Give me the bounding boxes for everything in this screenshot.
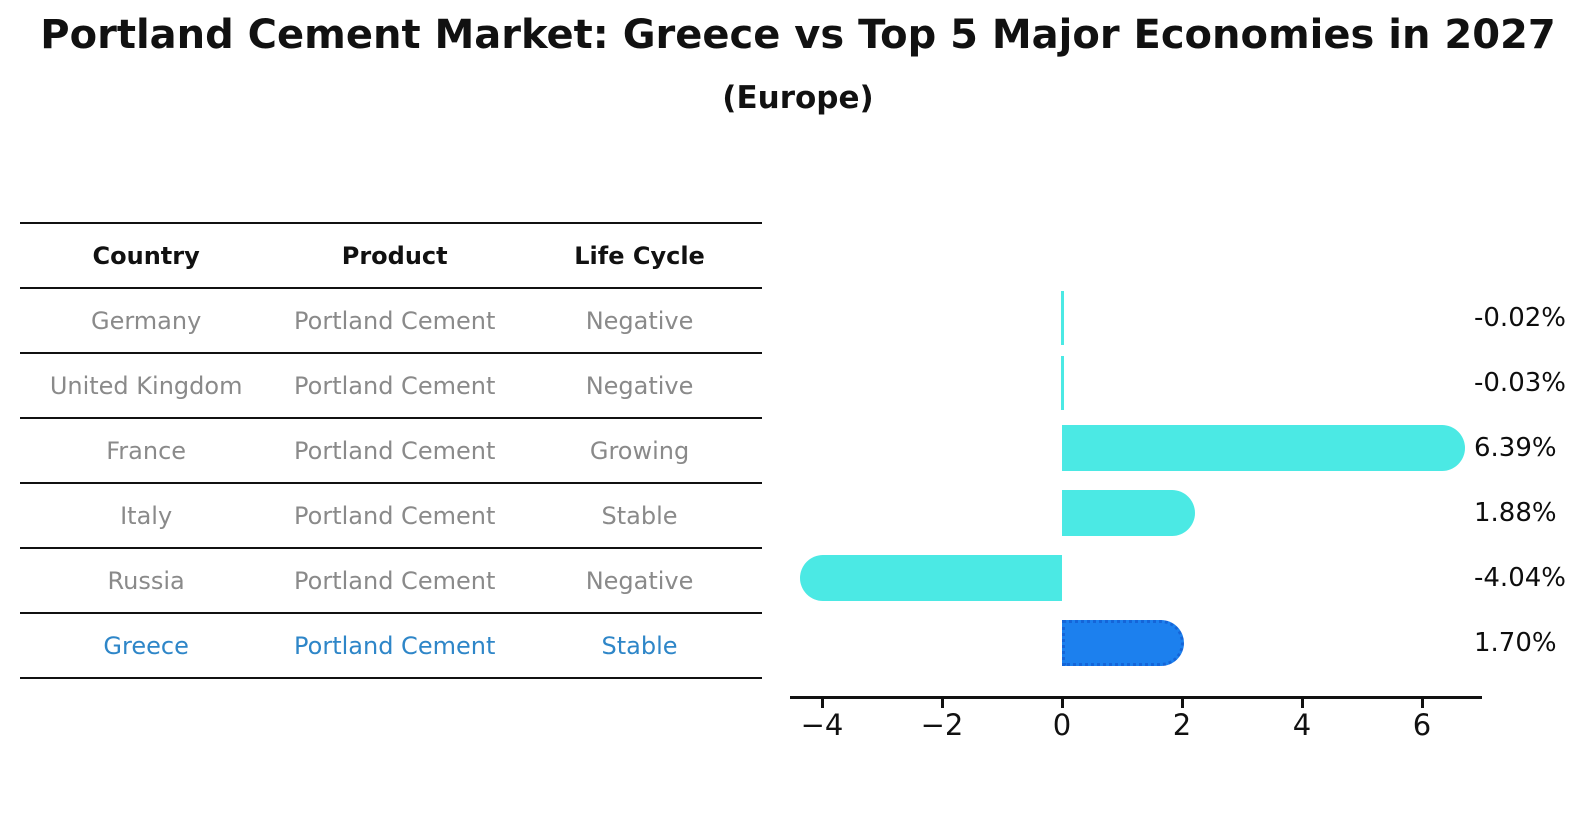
table-body: Germany Portland Cement Negative United Kin…	[20, 289, 762, 679]
table-cell-life_cycle: Negative	[585, 371, 694, 400]
table-header-row: Country Product Life Cycle	[20, 224, 762, 289]
table-cell-life_cycle: Stable	[601, 501, 678, 530]
table-row: Germany Portland Cement Negative	[20, 289, 762, 354]
bar-value-label: -0.03%	[1474, 368, 1566, 398]
x-axis-tick-label: 6	[1412, 708, 1432, 742]
table-cell-country: Greece	[103, 631, 189, 660]
table-cell-country: France	[106, 436, 187, 465]
page-subtitle: (Europe)	[722, 80, 874, 116]
x-axis-tick-label: 4	[1292, 708, 1312, 742]
table-cell-country: Russia	[107, 566, 185, 595]
bar-russia	[799, 555, 1062, 601]
bar-value-label: 6.39%	[1474, 433, 1557, 463]
x-axis-tick	[1061, 699, 1064, 708]
bar-france	[1062, 425, 1466, 471]
table-cell-life_cycle: Negative	[585, 306, 694, 335]
table-cell-life_cycle: Growing	[589, 436, 690, 465]
table-row: Russia Portland Cement Negative	[20, 549, 762, 614]
bar-value-label: -4.04%	[1474, 563, 1566, 593]
table-row: France Portland Cement Growing	[20, 419, 762, 484]
bar-united-kingdom	[1061, 356, 1064, 410]
bar-value-label: -0.02%	[1474, 303, 1566, 333]
x-axis-tick	[1421, 699, 1424, 708]
table-header-lifecycle: Life Cycle	[574, 241, 705, 270]
bar-germany	[1061, 291, 1064, 345]
table-cell-country: United Kingdom	[49, 371, 243, 400]
table-cell-product: Portland Cement	[294, 371, 496, 400]
table-row: Greece Portland Cement Stable	[20, 614, 762, 679]
x-axis-tick	[1301, 699, 1304, 708]
table-cell-product: Portland Cement	[294, 306, 496, 335]
bar-chart: -0.02% -0.03% 6.39% 1.88% -4.04% 1.70% −4 −2 0 2 4…	[790, 285, 1590, 785]
bar-value-label: 1.70%	[1474, 628, 1557, 658]
bar-italy	[1062, 490, 1195, 536]
x-axis-tick	[821, 699, 824, 708]
table-cell-country: Germany	[90, 306, 202, 335]
table-header-product: Product	[341, 241, 448, 270]
table-cell-product: Portland Cement	[294, 501, 496, 530]
bar-value-label: 1.88%	[1474, 498, 1557, 528]
x-axis-tick-label: −4	[800, 708, 844, 742]
table-row: Italy Portland Cement Stable	[20, 484, 762, 549]
table-cell-product: Portland Cement	[294, 436, 496, 465]
table-cell-life_cycle: Stable	[601, 631, 678, 660]
x-axis-tick	[1181, 699, 1184, 708]
table-cell-country: Italy	[120, 501, 173, 530]
x-axis-tick-label: 2	[1172, 708, 1192, 742]
table-header-country: Country	[92, 241, 200, 270]
bar-greece	[1062, 620, 1184, 666]
page-title: Portland Cement Market: Greece vs Top 5 …	[40, 12, 1556, 58]
table-row: United Kingdom Portland Cement Negative	[20, 354, 762, 419]
x-axis-tick	[941, 699, 944, 708]
table-cell-product: Portland Cement	[294, 566, 496, 595]
x-axis-tick-label: 0	[1052, 708, 1072, 742]
table-cell-product: Portland Cement	[294, 631, 496, 660]
table-cell-life_cycle: Negative	[585, 566, 694, 595]
x-axis-tick-label: −2	[920, 708, 964, 742]
summary-table: Country Product Life Cycle Germany Portla…	[20, 222, 762, 679]
x-axis-line	[790, 696, 1482, 699]
